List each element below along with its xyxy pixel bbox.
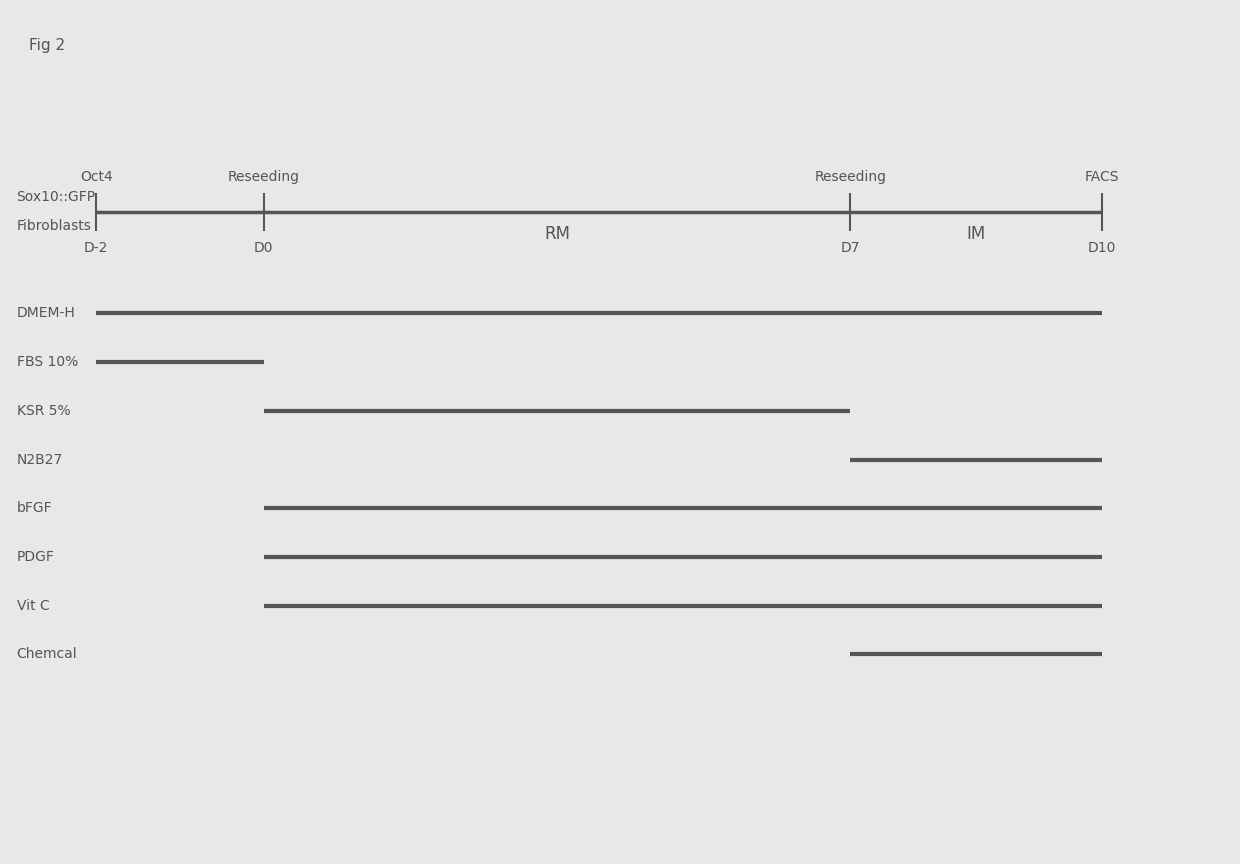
Text: Reseeding: Reseeding (815, 170, 887, 184)
Text: bFGF: bFGF (16, 501, 52, 515)
Text: FBS 10%: FBS 10% (16, 355, 78, 369)
Text: Chemcal: Chemcal (16, 647, 77, 661)
Text: KSR 5%: KSR 5% (16, 403, 71, 418)
Text: RM: RM (544, 225, 570, 243)
Text: D0: D0 (254, 241, 274, 256)
Text: Vit C: Vit C (16, 599, 50, 613)
Text: FACS: FACS (1085, 170, 1120, 184)
Text: Reseeding: Reseeding (228, 170, 300, 184)
Text: PDGF: PDGF (16, 550, 55, 564)
Text: N2B27: N2B27 (16, 453, 63, 467)
Text: Oct4: Oct4 (79, 170, 113, 184)
Text: IM: IM (966, 225, 986, 243)
Text: D7: D7 (841, 241, 861, 256)
Text: D10: D10 (1087, 241, 1116, 256)
Text: Fig 2: Fig 2 (30, 38, 66, 54)
Text: D-2: D-2 (84, 241, 108, 256)
Text: Sox10::GFP: Sox10::GFP (16, 190, 95, 204)
Text: Fibroblasts: Fibroblasts (16, 219, 92, 233)
Text: DMEM-H: DMEM-H (16, 307, 76, 321)
